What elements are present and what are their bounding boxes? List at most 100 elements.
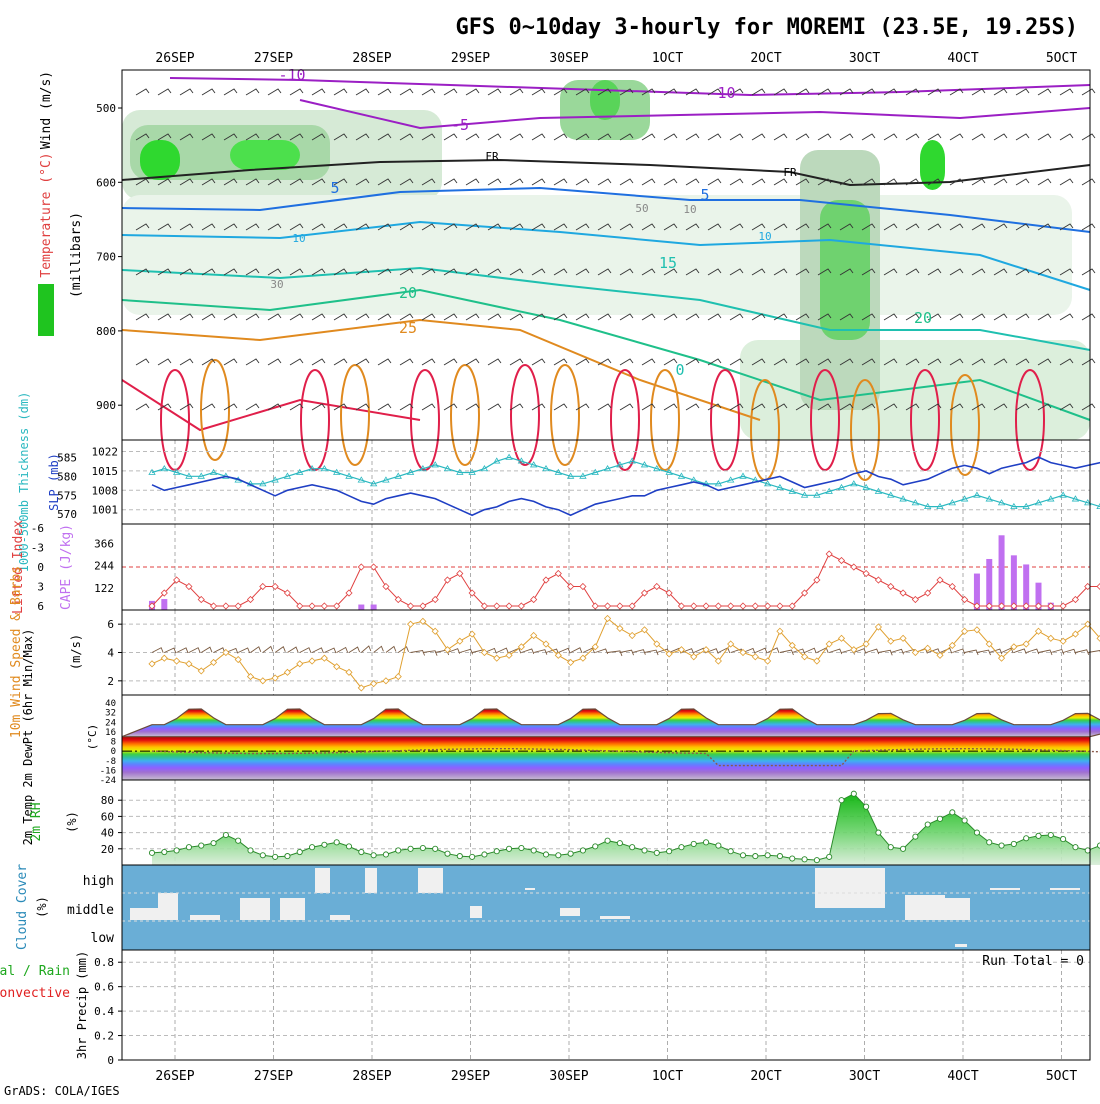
upper-wind-barb: [245, 268, 260, 276]
upper-wind-barb: [1015, 403, 1030, 411]
upper-wind-barb: [509, 88, 524, 96]
contour-label: 5: [700, 186, 709, 204]
upper-wind-barb: [1081, 268, 1096, 276]
lifted-index-point: [825, 550, 833, 558]
date-label-top: 1OCT: [652, 51, 683, 66]
thickness-point: [788, 487, 796, 494]
upper-wind-barb: [245, 223, 260, 231]
rh-point: [419, 844, 426, 852]
wind-speed-point: [948, 641, 956, 649]
wind-speed-point: [468, 630, 476, 638]
upper-wind-barb: [905, 313, 920, 321]
thickness-point: [345, 472, 353, 479]
date-label-top: 29SEP: [451, 51, 490, 66]
lifted-index-point: [591, 602, 599, 610]
upper-wind-barb: [751, 358, 766, 366]
slp-thickness-panel: 1022 1015 1008 1001 585 580 575 570 1000-500mb T…: [17, 392, 1100, 572]
upper-wind-barb: [641, 403, 656, 411]
upper-wind-barb: [333, 268, 348, 276]
rh-point: [555, 852, 562, 859]
wind-speed-point: [714, 657, 722, 665]
rh-point: [826, 853, 833, 860]
upper-wind-barb: [839, 313, 854, 321]
upper-wind-barb: [993, 268, 1008, 276]
upper-wind-barb: [707, 403, 722, 411]
wind-speed-point: [333, 663, 341, 671]
upper-wind-barb: [1059, 403, 1074, 411]
warm-contour-loop: [850, 379, 880, 481]
date-label-bottom: 28SEP: [352, 1069, 391, 1084]
lifted-index-point: [542, 576, 550, 584]
upper-wind-barb: [377, 223, 392, 231]
thickness-point: [850, 480, 858, 487]
upper-wind-barb: [905, 268, 920, 276]
thickness-point: [320, 464, 329, 472]
thickness-point: [1084, 499, 1092, 506]
surface-wind-barb: [484, 647, 497, 654]
thickness-point: [369, 480, 378, 487]
cape-bar: [998, 535, 1005, 610]
lifted-index-point: [800, 589, 809, 597]
rh-point: [481, 851, 488, 858]
temperature-contour: [121, 318, 761, 421]
wind-speed-point: [209, 658, 218, 666]
upper-wind-barb: [905, 178, 920, 186]
date-label-top: 3OCT: [849, 51, 880, 66]
wind-speed-point: [702, 646, 710, 654]
wind-speed-point: [997, 654, 1006, 662]
rh-point: [838, 797, 845, 804]
rh-point: [333, 839, 340, 846]
date-label-bottom: 3OCT: [849, 1069, 880, 1084]
cloud-block: [470, 906, 482, 918]
upper-wind-barb: [179, 403, 194, 411]
wind-axis-label: Wind (m/s): [39, 71, 54, 149]
precip-tick-label: 0.2: [94, 1030, 114, 1043]
upper-wind-barb: [465, 178, 480, 186]
thickness-point: [456, 468, 464, 475]
wind-unit-label: (m/s): [69, 634, 83, 670]
upper-wind-barb: [201, 223, 216, 231]
upper-wind-barb: [1081, 88, 1096, 96]
temperature-contour: [121, 186, 1091, 233]
upper-wind-barb: [619, 358, 634, 366]
thickness-point: [923, 502, 932, 510]
temperature-contour: [121, 288, 1091, 421]
upper-wind-barb: [575, 133, 590, 141]
thickness-point: [739, 472, 747, 479]
thickness-tick-label: 585: [57, 451, 77, 464]
upper-wind-barb: [751, 88, 766, 96]
thickness-point: [357, 476, 366, 483]
wind-speed-point: [480, 648, 489, 657]
upper-wind-barb: [311, 133, 326, 141]
upper-wind-barb: [1037, 358, 1052, 366]
cloud-block: [560, 908, 580, 916]
lifted-index-point: [480, 602, 489, 610]
lifted-index-point: [234, 602, 242, 610]
rh-point: [678, 844, 685, 851]
upper-wind-barb: [817, 133, 832, 141]
upper-wind-barb: [751, 313, 766, 321]
thickness-point: [148, 468, 156, 475]
upper-wind-barb: [355, 358, 370, 366]
upper-wind-barb: [861, 358, 876, 366]
temperature-axis-label: Temperature (°C): [39, 152, 54, 277]
upper-wind-barb: [245, 88, 260, 96]
surface-wind-barb: [878, 649, 893, 656]
upper-wind-barb: [729, 223, 744, 231]
rh-point: [789, 855, 796, 862]
rh-point: [949, 809, 956, 816]
cloud-block: [158, 893, 178, 920]
upper-wind-barb: [1059, 268, 1074, 276]
rh-point: [973, 829, 980, 836]
contour-label: 50: [635, 202, 648, 215]
lifted-index-point: [431, 595, 439, 604]
upper-wind-barb: [1015, 223, 1030, 231]
rh-point: [1035, 832, 1042, 839]
wind-speed-point: [924, 644, 932, 652]
upper-wind-barb: [399, 178, 414, 186]
thickness-point: [517, 457, 526, 464]
rh-point: [727, 848, 734, 855]
rh-point: [850, 790, 857, 797]
upper-wind-barb: [267, 88, 282, 96]
